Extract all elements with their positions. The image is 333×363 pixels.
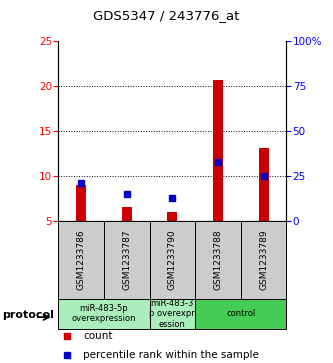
- Bar: [167, 212, 177, 221]
- FancyBboxPatch shape: [241, 221, 286, 299]
- FancyBboxPatch shape: [195, 221, 241, 299]
- FancyBboxPatch shape: [150, 299, 195, 329]
- Bar: [258, 148, 269, 221]
- FancyBboxPatch shape: [104, 221, 150, 299]
- Text: percentile rank within the sample: percentile rank within the sample: [83, 350, 259, 360]
- Bar: [213, 79, 223, 221]
- Text: GDS5347 / 243776_at: GDS5347 / 243776_at: [93, 9, 240, 22]
- Text: GSM1233786: GSM1233786: [77, 229, 86, 290]
- FancyBboxPatch shape: [58, 299, 150, 329]
- Text: GSM1233789: GSM1233789: [259, 229, 268, 290]
- Text: count: count: [83, 331, 113, 341]
- Text: protocol: protocol: [2, 310, 54, 320]
- Text: GSM1233790: GSM1233790: [168, 229, 177, 290]
- FancyBboxPatch shape: [195, 299, 286, 329]
- FancyBboxPatch shape: [150, 221, 195, 299]
- FancyBboxPatch shape: [58, 221, 104, 299]
- Bar: [122, 207, 132, 221]
- Text: control: control: [226, 309, 255, 318]
- Text: GSM1233788: GSM1233788: [213, 229, 222, 290]
- Text: GSM1233787: GSM1233787: [122, 229, 131, 290]
- Bar: [76, 185, 86, 221]
- Text: miR-483-5p
overexpression: miR-483-5p overexpression: [72, 304, 136, 323]
- Text: miR-483-3
p overexpr
ession: miR-483-3 p overexpr ession: [150, 299, 195, 329]
